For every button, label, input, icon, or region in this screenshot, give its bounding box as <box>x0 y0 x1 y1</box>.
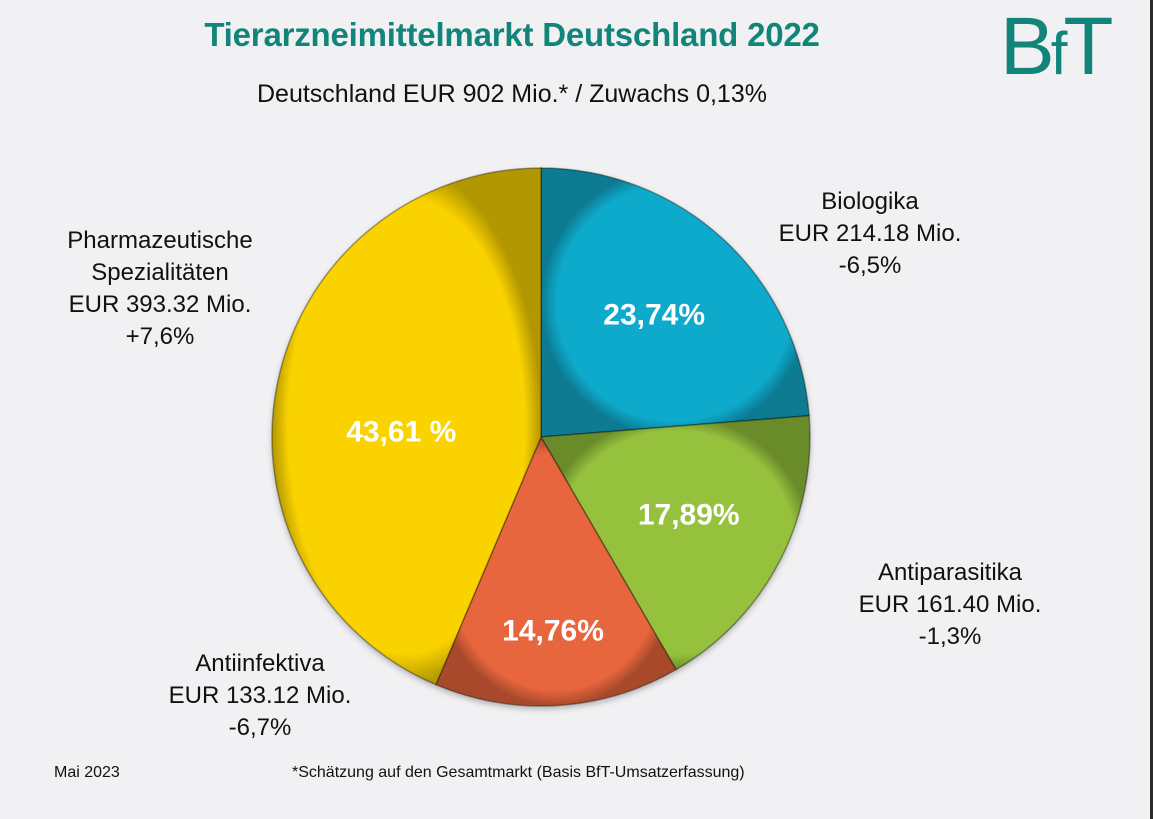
logo-letter-b: B <box>1000 1 1055 92</box>
footer-date: Mai 2023 <box>54 764 120 781</box>
label-name: Antiparasitika <box>877 559 1023 586</box>
label-biologika: Biologika EUR 214.18 Mio. -6,5% <box>770 186 970 282</box>
logo-letter-t: T <box>1063 1 1113 92</box>
footer-note: *Schätzung auf den Gesamtmarkt (Basis Bf… <box>292 764 745 781</box>
label-pharmazeutische-spezialitaeten: Pharmazeutische Spezialitäten EUR 393.32… <box>30 225 290 353</box>
label-change: -6,5% <box>838 252 902 279</box>
label-change: -6,7% <box>228 714 292 741</box>
pie-percent-label: 23,74% <box>603 298 705 331</box>
pie-percent-label: 17,89% <box>638 498 740 531</box>
label-antiparasitika: Antiparasitika EUR 161.40 Mio. -1,3% <box>810 557 1090 653</box>
pie-slice-bevel <box>541 415 810 670</box>
chart-title: Tierarzneimittelmarkt Deutschland 2022 <box>204 16 820 53</box>
label-eur: EUR 393.32 Mio. <box>68 291 252 318</box>
pie-percent-label: 14,76% <box>502 614 604 647</box>
pie-slice-bevel <box>541 168 810 437</box>
window-edge-strip <box>1150 0 1153 819</box>
label-eur: EUR 133.12 Mio. <box>168 682 352 709</box>
label-eur: EUR 161.40 Mio. <box>858 591 1042 618</box>
label-name-line1: Pharmazeutische <box>67 227 253 254</box>
pie-slice-bevel <box>271 168 541 685</box>
label-name: Antiinfektiva <box>195 650 325 677</box>
label-name-line2: Spezialitäten <box>91 259 229 286</box>
label-antiinfektiva: Antiinfektiva EUR 133.12 Mio. -6,7% <box>120 648 400 744</box>
pie-slice-bevel <box>435 437 677 706</box>
chart-subtitle: Deutschland EUR 902 Mio.* / Zuwachs 0,13… <box>257 80 767 108</box>
bft-logo: BfT <box>1000 4 1125 90</box>
label-change: -1,3% <box>918 623 982 650</box>
label-eur: EUR 214.18 Mio. <box>778 220 962 247</box>
logo-letter-f: f <box>1050 20 1068 87</box>
label-name: Biologika <box>821 188 919 215</box>
pie-percent-label: 43,61 % <box>346 415 456 448</box>
label-change: +7,6% <box>125 323 195 350</box>
